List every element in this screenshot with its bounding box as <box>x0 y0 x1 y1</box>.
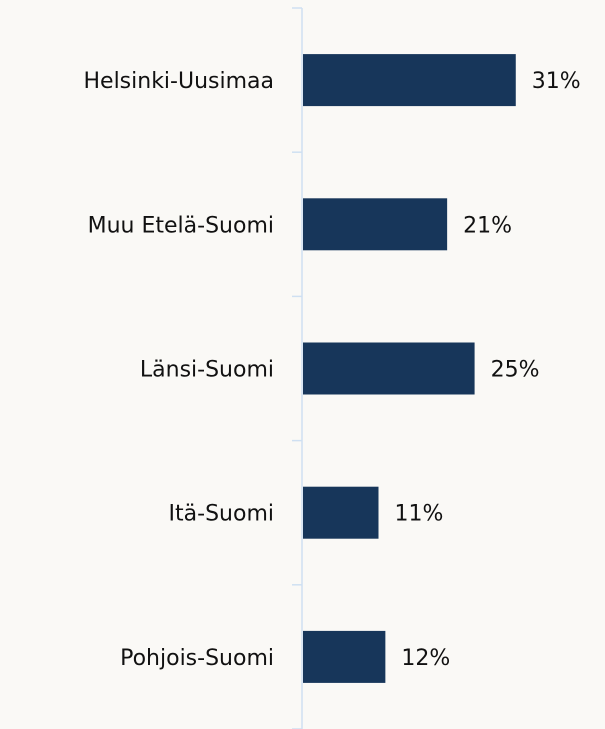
bar <box>303 342 475 395</box>
bar <box>303 198 448 251</box>
category-label: Länsi-Suomi <box>140 358 274 383</box>
value-label: 25% <box>491 358 540 383</box>
value-label: 12% <box>401 646 450 671</box>
value-label: 31% <box>532 69 581 94</box>
value-label: 11% <box>395 502 444 527</box>
bar <box>303 630 386 683</box>
bar <box>303 54 516 107</box>
category-label: Itä-Suomi <box>169 502 274 527</box>
bar <box>303 486 379 539</box>
value-label: 21% <box>463 213 512 238</box>
category-label: Pohjois-Suomi <box>120 646 274 671</box>
category-label: Muu Etelä-Suomi <box>88 213 274 238</box>
category-label: Helsinki-Uusimaa <box>83 69 274 94</box>
